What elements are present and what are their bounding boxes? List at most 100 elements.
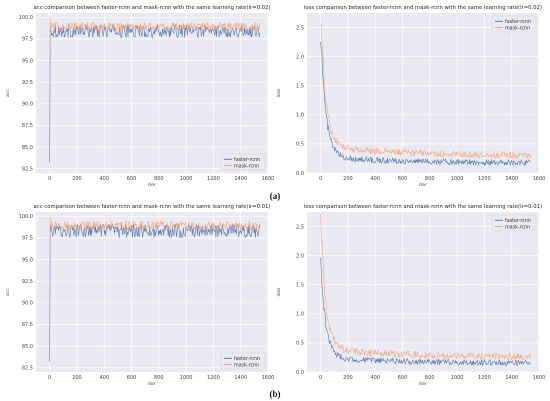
x-tick-label: 0 xyxy=(48,375,51,381)
y-tick-label: 1.0 xyxy=(296,312,304,318)
x-tick-label: 0 xyxy=(48,176,51,182)
x-tick-label: 400 xyxy=(370,375,380,381)
y-tick-label: 95.0 xyxy=(22,58,33,64)
y-tick-label: 0.5 xyxy=(296,142,304,148)
y-tick-label: 92.5 xyxy=(22,279,33,285)
x-tick-label: 800 xyxy=(154,176,164,182)
y-axis-label: acc xyxy=(6,89,11,97)
y-tick-label: 87.5 xyxy=(22,123,33,129)
y-axis-label: loss xyxy=(276,287,282,296)
legend-label: mask-rcnn xyxy=(234,362,259,368)
x-tick-label: 400 xyxy=(99,176,109,182)
legend-box xyxy=(491,15,537,33)
x-tick-label: 1000 xyxy=(180,375,193,381)
plot-area xyxy=(36,212,268,372)
y-tick-label: 87.5 xyxy=(22,322,33,328)
x-axis-label: iter xyxy=(419,182,427,188)
x-tick-label: 1200 xyxy=(207,375,220,381)
panel-label-a: (a) xyxy=(270,191,281,201)
y-tick-label: 2.5 xyxy=(296,25,304,31)
series-line-faster-rcnn xyxy=(320,257,531,367)
x-tick-label: 1600 xyxy=(262,176,275,182)
legend-label: mask-rcnn xyxy=(234,163,259,169)
x-tick-label: 1200 xyxy=(478,375,491,381)
plot-area xyxy=(36,13,268,173)
x-tick-label: 1600 xyxy=(533,176,546,182)
y-tick-label: 82.5 xyxy=(22,365,33,371)
x-tick-label: 600 xyxy=(127,176,137,182)
y-tick-label: 82.5 xyxy=(22,166,33,172)
legend-box xyxy=(220,153,266,171)
y-tick-label: 0.0 xyxy=(296,370,304,376)
x-axis-label: iter xyxy=(148,381,156,387)
y-tick-label: 1.5 xyxy=(296,84,304,90)
x-tick-label: 800 xyxy=(154,375,164,381)
y-tick-label: 0.5 xyxy=(296,341,304,347)
legend-box xyxy=(491,214,537,232)
series-line-faster-rcnn xyxy=(49,17,261,163)
series-line-mask-rcnn xyxy=(320,22,532,160)
x-tick-label: 0 xyxy=(319,375,322,381)
y-tick-label: 90.0 xyxy=(22,102,33,108)
x-tick-label: 400 xyxy=(99,375,109,381)
x-tick-label: 200 xyxy=(72,375,82,381)
legend-label: faster-rcnn xyxy=(234,157,260,163)
x-tick-label: 1000 xyxy=(451,176,464,182)
x-tick-label: 1200 xyxy=(478,176,491,182)
y-tick-label: 85.0 xyxy=(22,145,33,151)
legend-label: mask-rcnn xyxy=(505,25,530,31)
chart-4: loss comparison between faster-rcnn and … xyxy=(276,204,545,387)
chart-3: acc comparison between faster-rcnn and m… xyxy=(6,204,274,387)
y-axis-label: loss xyxy=(276,88,282,97)
x-tick-label: 800 xyxy=(425,375,435,381)
legend-label: faster-rcnn xyxy=(505,218,531,224)
plot-area xyxy=(307,212,539,372)
y-tick-label: 2.5 xyxy=(296,224,304,230)
chart-title: acc comparison between faster-rcnn and m… xyxy=(34,5,271,11)
y-tick-label: 2.0 xyxy=(296,54,304,60)
x-tick-label: 1600 xyxy=(533,375,546,381)
legend-label: mask-rcnn xyxy=(505,224,530,230)
y-axis-label: acc xyxy=(6,288,11,296)
legend-box xyxy=(220,352,266,370)
panel-label-b: (b) xyxy=(270,389,281,399)
x-tick-label: 200 xyxy=(343,176,353,182)
y-tick-label: 100.0 xyxy=(19,15,33,21)
y-tick-label: 92.5 xyxy=(22,80,33,86)
legend-label: faster-rcnn xyxy=(234,356,260,362)
x-tick-label: 200 xyxy=(343,375,353,381)
x-tick-label: 1000 xyxy=(180,176,193,182)
y-tick-label: 0.0 xyxy=(296,171,304,177)
x-tick-label: 800 xyxy=(425,176,435,182)
series-line-mask-rcnn xyxy=(49,17,261,61)
x-tick-label: 400 xyxy=(370,176,380,182)
x-axis-label: iter xyxy=(419,381,427,387)
chart-2: loss comparison between faster-rcnn and … xyxy=(276,5,545,188)
y-tick-label: 100.0 xyxy=(19,214,33,220)
x-axis-label: iter xyxy=(148,182,156,188)
x-tick-label: 600 xyxy=(398,176,408,182)
x-tick-label: 600 xyxy=(127,375,137,381)
y-tick-label: 90.0 xyxy=(22,301,33,307)
legend-label: faster-rcnn xyxy=(505,19,531,25)
chart-1: acc comparison between faster-rcnn and m… xyxy=(6,5,274,188)
series-line-faster-rcnn xyxy=(49,216,261,362)
y-tick-label: 97.5 xyxy=(22,236,33,242)
x-tick-label: 1400 xyxy=(505,375,518,381)
x-tick-label: 1200 xyxy=(207,176,220,182)
chart-title: loss comparison between faster-rcnn and … xyxy=(304,5,542,11)
plot-area xyxy=(307,13,539,173)
x-tick-label: 1400 xyxy=(234,176,247,182)
y-tick-label: 95.0 xyxy=(22,257,33,263)
x-tick-label: 1400 xyxy=(505,176,518,182)
series-line-mask-rcnn xyxy=(320,214,532,361)
y-tick-label: 85.0 xyxy=(22,344,33,350)
series-line-mask-rcnn xyxy=(49,216,261,264)
x-tick-label: 1400 xyxy=(234,375,247,381)
y-tick-label: 1.0 xyxy=(296,113,304,119)
